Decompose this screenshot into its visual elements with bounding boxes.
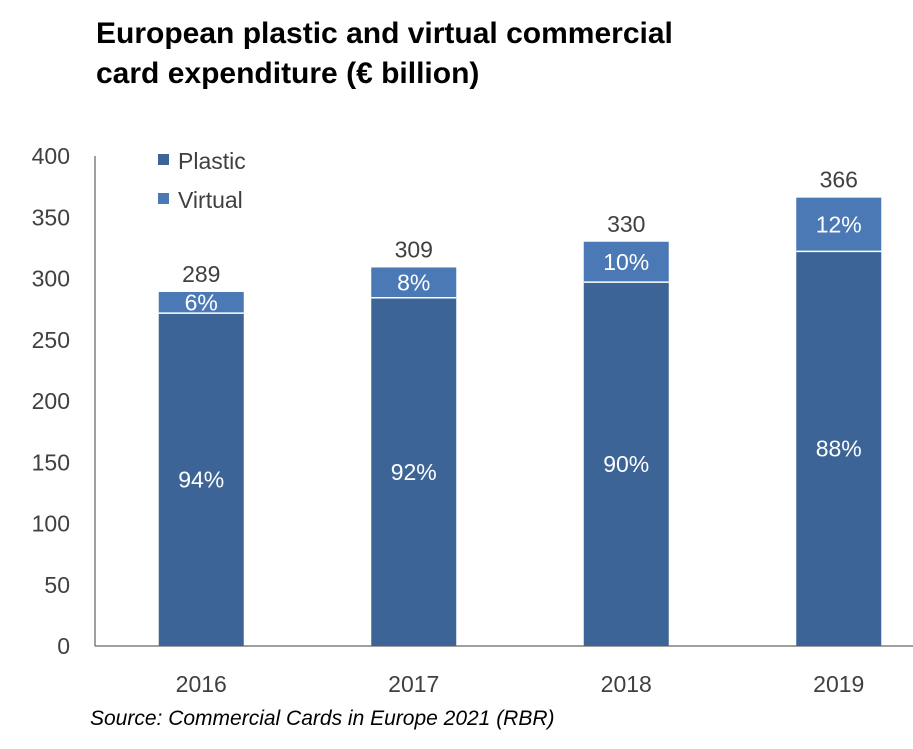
bar-plastic-2017 xyxy=(371,297,457,646)
data-label-total: 309 xyxy=(395,236,433,262)
bar-plastic-2019 xyxy=(796,251,882,647)
data-label-plastic: 90% xyxy=(603,451,649,477)
x-tick-label: 2018 xyxy=(601,671,652,697)
bar-virtual-2017 xyxy=(371,267,457,298)
bar-virtual-2019 xyxy=(796,197,882,252)
bar-virtual-2016 xyxy=(158,291,244,314)
x-tick-label: 2017 xyxy=(388,671,439,697)
data-label-virtual: 8% xyxy=(397,270,430,296)
data-label-plastic: 94% xyxy=(178,467,224,493)
data-label-virtual: 10% xyxy=(603,249,649,275)
data-label-plastic: 88% xyxy=(816,436,862,462)
y-tick-label: 100 xyxy=(32,511,70,537)
y-tick-label: 300 xyxy=(32,266,70,292)
data-label-total: 330 xyxy=(607,211,645,237)
data-label-total: 366 xyxy=(820,167,858,193)
bar-virtual-2018 xyxy=(583,241,669,283)
y-tick-label: 50 xyxy=(44,572,70,598)
chart-title-line-2: card expenditure (€ billion) xyxy=(96,57,480,90)
data-label-plastic: 92% xyxy=(391,459,437,485)
data-label-total: 289 xyxy=(182,261,220,287)
y-tick-label: 400 xyxy=(32,143,70,169)
legend-label-virtual: Virtual xyxy=(178,187,243,213)
data-label-virtual: 12% xyxy=(816,212,862,238)
chart-title: European plastic and virtual commercial … xyxy=(96,14,856,94)
chart-title-line-1: European plastic and virtual commercial xyxy=(96,17,673,50)
bar-plastic-2016 xyxy=(158,313,244,646)
y-tick-label: 250 xyxy=(32,327,70,353)
data-label-virtual: 6% xyxy=(185,290,218,316)
y-tick-label: 0 xyxy=(57,633,70,659)
x-tick-label: 2019 xyxy=(813,671,864,697)
x-tick-label: 2016 xyxy=(176,671,227,697)
y-tick-label: 350 xyxy=(32,204,70,230)
legend-swatch-plastic xyxy=(158,154,169,165)
source-note: Source: Commercial Cards in Europe 2021 … xyxy=(90,707,555,730)
y-tick-label: 150 xyxy=(32,449,70,475)
y-tick-label: 200 xyxy=(32,388,70,414)
legend-label-plastic: Plastic xyxy=(178,148,246,174)
legend-swatch-virtual xyxy=(158,193,169,204)
bar-plastic-2018 xyxy=(583,282,669,646)
